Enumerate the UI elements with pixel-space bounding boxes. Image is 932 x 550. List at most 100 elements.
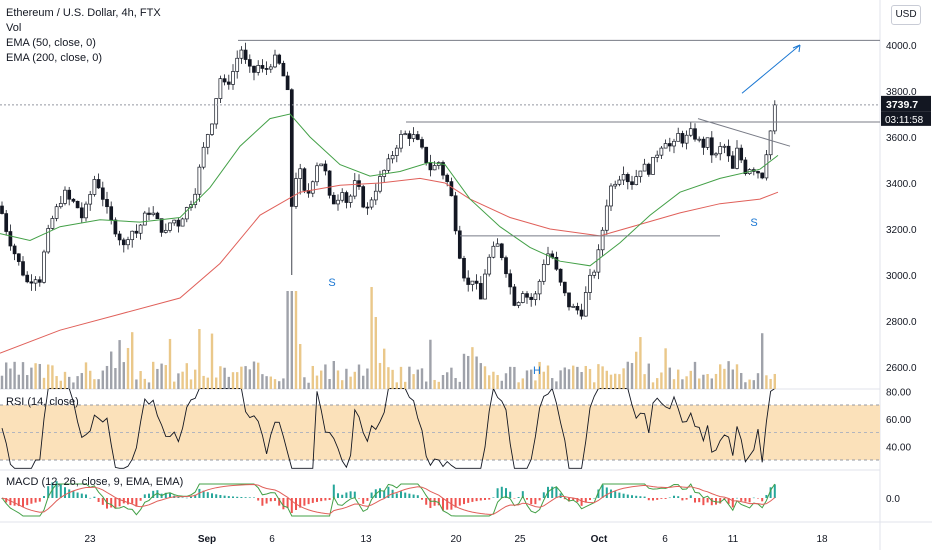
volume-bar [719, 364, 722, 389]
ema50-legend[interactable]: EMA (50, close, 0) [6, 37, 96, 49]
macd-legend[interactable]: MACD (12, 26, close, 9, EMA, EMA) [6, 476, 184, 488]
macd-histogram-bar [773, 484, 776, 498]
volume-bar [643, 374, 646, 389]
macd-histogram-bar [421, 498, 423, 500]
macd-histogram-bar [97, 498, 100, 502]
volume-bar [324, 364, 327, 389]
candle-body [298, 168, 303, 179]
volume-bar [265, 376, 268, 389]
macd-histogram-bar [303, 498, 306, 506]
candle-body [126, 239, 130, 246]
volume-bar [80, 373, 83, 389]
macd-histogram-bar [349, 491, 352, 498]
volume-bar [702, 374, 705, 389]
macd-histogram-bar [143, 494, 146, 498]
macd-histogram-bar [387, 486, 390, 498]
candle-body [21, 261, 25, 276]
candle-body [537, 280, 542, 295]
macd-histogram-bar [177, 497, 180, 498]
volume-bar [525, 370, 529, 389]
macd-histogram-bar [647, 498, 650, 501]
volume-bar [635, 351, 638, 389]
price-tick-label: 3000.0 [886, 271, 917, 282]
volume-bar [236, 372, 239, 389]
ema200-legend[interactable]: EMA (200, close, 0) [6, 52, 102, 64]
volume-bar [59, 380, 62, 389]
macd-histogram-bar [274, 498, 276, 501]
macd-histogram-bar [337, 493, 339, 498]
volume-bar [332, 361, 335, 389]
candle-body [714, 153, 718, 156]
macd-histogram-bar [59, 484, 62, 498]
candle-body [147, 212, 151, 215]
macd-histogram-bar [488, 498, 491, 500]
candle-body [483, 273, 487, 300]
volume-bar [521, 378, 524, 389]
main-title[interactable]: Ethereum / U.S. Dollar, 4h, FTX [6, 7, 161, 19]
volume-bar [513, 366, 516, 389]
candle-body [79, 207, 84, 219]
volume-bar [299, 344, 302, 389]
macd-histogram-bar [618, 492, 621, 498]
volume-bar [135, 379, 138, 389]
macd-histogram-bar [622, 493, 625, 498]
volume-bar [5, 362, 8, 389]
volume-bar [9, 368, 12, 389]
candle-body [67, 189, 72, 200]
candle-body [210, 123, 214, 135]
candle-body [533, 293, 538, 300]
candle-body [260, 65, 265, 69]
candle-body [508, 273, 513, 288]
currency-button[interactable]: USD [891, 5, 921, 25]
volume-bar [437, 381, 440, 389]
candle-body [739, 147, 744, 161]
macd-histogram-bar [362, 498, 365, 504]
volume-bar [17, 374, 20, 389]
candle-body [256, 65, 261, 73]
macd-histogram-bar [408, 493, 411, 498]
macd-histogram-bar [316, 498, 318, 502]
price-tick-label: 3800.0 [886, 87, 917, 98]
volume-bar [97, 379, 100, 389]
macd-histogram-bar [269, 498, 272, 502]
rsi-legend[interactable]: RSI (14, close) [6, 396, 79, 408]
macd-histogram-bar [194, 494, 197, 498]
macd-histogram-bar [400, 491, 402, 498]
candle-body [4, 213, 9, 232]
candle-body [159, 218, 164, 233]
candle-body [323, 163, 328, 172]
price-tick-label: 2800.0 [886, 317, 917, 328]
time-tick-label: 6 [662, 534, 668, 545]
volume-bar [626, 361, 629, 389]
candle-body [516, 302, 521, 306]
volume-bar [404, 381, 407, 389]
candle-body [609, 185, 613, 207]
macd-histogram-bar [261, 498, 264, 506]
time-tick-label: 6 [269, 534, 275, 545]
macd-histogram-bar [660, 498, 663, 499]
candle-body [54, 206, 59, 219]
volume-bar [47, 364, 50, 389]
candle-body [760, 172, 765, 179]
macd-histogram-bar [236, 496, 239, 498]
macd-histogram-bar [668, 497, 671, 499]
macd-histogram-bar [748, 498, 751, 503]
macd-histogram-bar [685, 498, 688, 500]
price-badge-text: 3739.7 [886, 99, 918, 111]
countdown-badge [881, 111, 931, 126]
vol-legend[interactable]: Vol [6, 22, 22, 34]
macd-histogram-bar [181, 497, 184, 499]
volume-bar [307, 382, 310, 389]
candle-body [558, 268, 563, 283]
volume-bar [173, 381, 176, 389]
candle-body [319, 163, 324, 167]
macd-histogram-bar [244, 497, 247, 498]
macd-histogram-bar [736, 497, 738, 499]
volume-bar [769, 378, 772, 389]
volume-bar [13, 361, 16, 389]
volume-bar [748, 379, 751, 389]
candle-body [424, 146, 429, 164]
volume-bar [563, 367, 566, 389]
macd-histogram-bar [64, 487, 66, 498]
